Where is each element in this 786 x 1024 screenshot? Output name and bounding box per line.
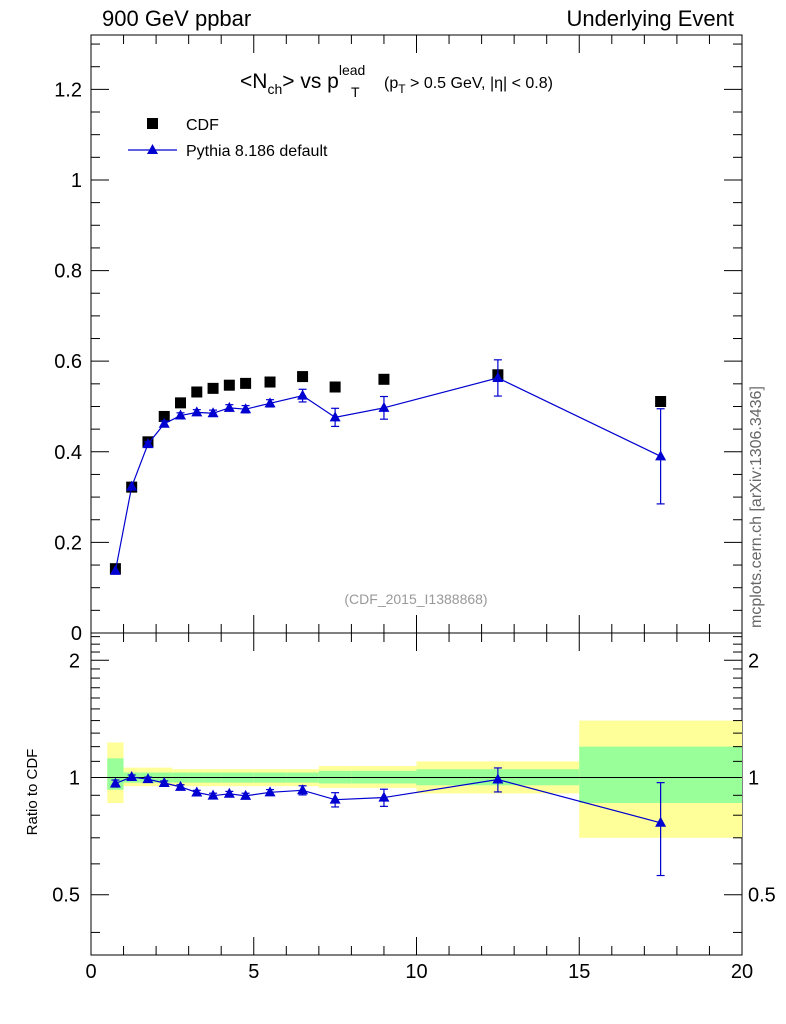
ratio-pythia-point <box>223 787 235 798</box>
legend-cdf-label: CDF <box>186 117 219 134</box>
title-main-sup: lead <box>339 62 365 78</box>
main-y-tick-label: 1.2 <box>54 79 82 101</box>
main-y-tick-label: 0.8 <box>54 261 82 283</box>
ratio-y-tick-label-left: 0.5 <box>52 885 80 907</box>
ratio-y-tick-label-right: 1 <box>748 767 759 789</box>
main-y-tick-label: 0.2 <box>54 532 82 554</box>
ratio-y-axis-label: Ratio to CDF <box>24 749 41 836</box>
chart-title: <Nch> vs plead T (pT > 0.5 GeV, |η| < 0.8) <box>240 62 553 100</box>
header-left-label: 900 GeV ppbar <box>102 6 252 31</box>
title-main-sub2: T <box>351 84 360 100</box>
pythia-data-point <box>191 406 203 417</box>
ratio-y-tick-label-right: 0.5 <box>748 885 776 907</box>
ratio-pythia-point <box>158 776 170 787</box>
cdf-data-point <box>378 373 390 385</box>
ratio-pythia-point <box>175 780 187 791</box>
title-cut-a: (p <box>384 75 398 92</box>
ratio-x-tick-label: 0 <box>85 961 96 983</box>
pythia-line <box>114 377 661 572</box>
cdf-data-point <box>264 376 276 388</box>
ratio-pythia-point <box>655 816 667 827</box>
cdf-data-point <box>223 379 235 391</box>
pythia-data-point <box>223 401 235 412</box>
cdf-data-point <box>158 410 170 422</box>
pythia-data-point <box>297 389 309 400</box>
ratio-pythia-point <box>142 773 154 784</box>
pythia-data-point <box>158 417 170 428</box>
ratio-pythia-point <box>492 773 504 784</box>
title-main-a: <N <box>240 70 267 93</box>
cdf-data-point <box>207 382 219 394</box>
analysis-watermark: (CDF_2015_I1388868) <box>344 591 487 607</box>
main-y-tick-label: 0.6 <box>54 351 82 373</box>
ratio-y-tick-label-left: 2 <box>69 650 80 672</box>
pythia-data-point <box>240 403 252 414</box>
ratio-x-tick-label: 20 <box>731 961 753 983</box>
ratio-pythia-point <box>264 786 276 797</box>
ratio-x-tick-label: 10 <box>405 961 427 983</box>
ratio-pythia-point <box>191 786 203 797</box>
ratio-x-tick-label: 5 <box>248 961 259 983</box>
ratio-y-tick-label-right: 2 <box>748 650 759 672</box>
ratio-y-tick-label-left: 1 <box>69 767 80 789</box>
pythia-data-point <box>329 411 341 422</box>
ratio-pythia-point <box>378 791 390 802</box>
ratio-pythia-point <box>329 793 341 804</box>
ratio-pythia-point <box>297 784 309 795</box>
cdf-data-point <box>655 396 667 408</box>
legend-cdf-marker <box>147 118 158 129</box>
pythia-data-point <box>655 450 667 461</box>
pythia-data-point <box>264 397 276 408</box>
title-cut-b: > 0.5 GeV, |η| < 0.8) <box>406 75 553 92</box>
main-y-tick-label: 0 <box>71 623 82 645</box>
cdf-data-point <box>240 377 252 389</box>
ratio-bands-group <box>107 720 742 838</box>
pythia-data-point <box>126 480 138 491</box>
ratio-pythia-point <box>126 770 138 781</box>
ratio-pythia-point <box>109 777 121 788</box>
title-cut-sub: T <box>398 82 406 96</box>
pythia-data-point <box>142 438 154 449</box>
cdf-data-point <box>329 381 341 393</box>
legend-pythia-label: Pythia 8.186 default <box>186 143 328 160</box>
legend-pythia-marker <box>147 144 158 154</box>
title-main-b: > vs p <box>282 70 339 93</box>
cdf-data-point <box>175 397 187 409</box>
ratio-pythia-point <box>207 789 219 800</box>
pythia-data-point <box>109 564 121 575</box>
pythia-data-point <box>492 371 504 382</box>
ratio-pythia-point <box>240 789 252 800</box>
main-y-tick-label: 0.4 <box>54 442 82 464</box>
pythia-data-point <box>175 409 187 420</box>
main-y-tick-label: 1 <box>71 170 82 192</box>
pythia-data-point <box>378 401 390 412</box>
ratio-x-tick-label: 15 <box>568 961 590 983</box>
header-right-label: Underlying Event <box>566 6 734 31</box>
cdf-data-point <box>191 386 203 398</box>
cdf-data-point <box>297 371 309 383</box>
pythia-data-point <box>207 407 219 418</box>
title-main-sub: ch <box>267 81 282 97</box>
